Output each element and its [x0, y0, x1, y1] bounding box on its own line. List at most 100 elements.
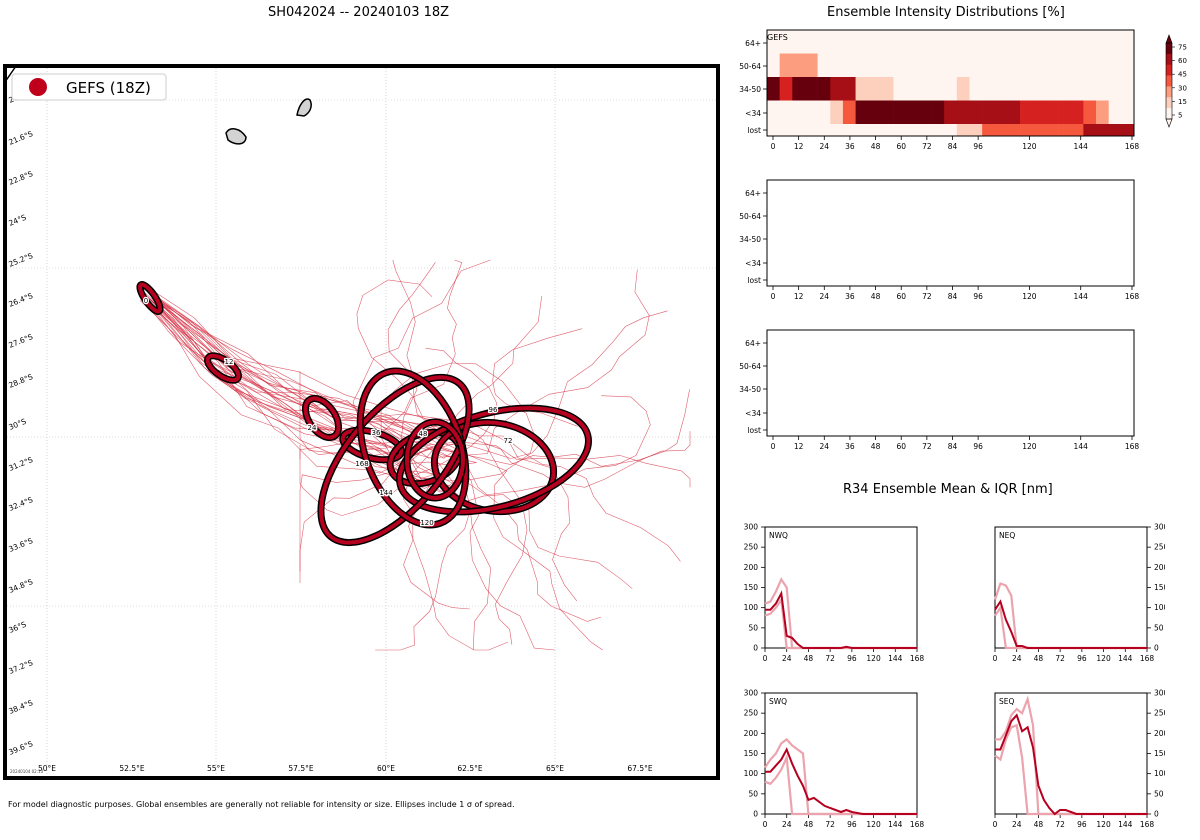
heatmap-cell [931, 100, 945, 124]
heatmap-cell [1096, 77, 1109, 101]
x-tick-label: 36 [845, 142, 855, 151]
heatmap-cell [1020, 124, 1034, 136]
x-tick-label: 96 [1077, 654, 1087, 662]
y-tick-label: 250 [744, 709, 759, 718]
heatmap-cell [830, 100, 844, 124]
intensity-heatmap-empty-2: 0 12 24 36 48 60 72 84 96 120 144 168 64+ 50-64 34-50 <… [739, 329, 1139, 451]
heatmap-cell [1121, 30, 1135, 54]
heatmap-cell [931, 124, 945, 136]
x-tick-label: 120 [866, 820, 881, 828]
lon-label: 62.5°E [457, 764, 482, 773]
spread-ellipse [396, 404, 592, 516]
heatmap-cell [804, 53, 818, 77]
spread-ellipse [136, 281, 164, 315]
heatmap-cell [1045, 30, 1059, 54]
heatmap-cell [1083, 77, 1097, 101]
ellipse-hour-label: 96 [489, 406, 498, 414]
x-tick-label: 36 [845, 442, 855, 451]
r34-frame [994, 526, 1148, 649]
r34-panel-seq: 0 50 100 150 200 250 300 0 24 48 72 96 120 144 168 SEQ [993, 689, 1165, 829]
heatmap-cell [994, 53, 1008, 77]
heatmap-cell [918, 100, 932, 124]
heatmap-cell [1058, 100, 1072, 124]
y-tick-label: lost [747, 426, 761, 435]
heatmap-cell [779, 100, 793, 124]
y-tick-label: 250 [744, 543, 759, 552]
spread-ellipse [403, 418, 467, 502]
r34-mean-line [765, 590, 917, 649]
heatmap-cell [1007, 77, 1021, 101]
colorbar-segment [1166, 53, 1172, 66]
heatmap-cell [1007, 100, 1021, 124]
x-tick-label: 72 [825, 654, 835, 662]
heatmap-cell [1083, 100, 1097, 124]
heatmap-cell [918, 124, 932, 136]
x-tick-label: 120 [1022, 292, 1037, 301]
y-tick-label: 200 [744, 563, 759, 572]
spread-ellipses: 0 12 24 36 48 72 96 120 144 168 [136, 281, 592, 547]
heatmap-cell [817, 100, 831, 124]
heatmap-cell [1070, 53, 1084, 77]
heatmap-cell [1045, 77, 1059, 101]
map-timestamp: 20240104 02:13 [10, 769, 44, 774]
x-tick-label: 168 [910, 820, 925, 828]
x-tick-label: 144 [1118, 820, 1133, 828]
heatmap-cell [982, 124, 996, 136]
heatmap-cell [969, 30, 983, 54]
colorbar-tick-label: 75 [1178, 44, 1187, 52]
coastline-madagascar [4, 65, 17, 83]
r34-panel-swq: 0 50 100 150 200 250 300 0 24 48 72 96 120 144 168 SWQ [744, 689, 925, 829]
y-tick-label: 300 [744, 689, 759, 698]
lon-label: 65°E [546, 764, 564, 773]
heatmap-cell [804, 124, 818, 136]
ensemble-track [143, 293, 420, 572]
y-tick-label: 64+ [745, 339, 761, 348]
y-tick-label: 0 [753, 644, 758, 653]
x-tick-label: 96 [1077, 820, 1087, 828]
heatmap-cell [956, 53, 970, 77]
x-tick-label: 120 [866, 654, 881, 662]
heatmap-cell [982, 30, 996, 54]
heatmap-cell [842, 124, 856, 136]
ellipse-hour-label: 0 [144, 297, 148, 305]
x-tick-label: 24 [782, 654, 792, 662]
heatmap-cell [1096, 100, 1109, 124]
x-tick-label: 120 [1096, 820, 1111, 828]
x-tick-label: 0 [771, 442, 776, 451]
heatmap-cell [868, 77, 882, 101]
spread-ellipse [356, 367, 470, 529]
heatmap-cell [1045, 53, 1059, 77]
heatmap-cell [804, 77, 818, 101]
ellipse-hour-label: 36 [372, 429, 381, 437]
ensemble-track [146, 279, 437, 430]
heatmap-cell [855, 100, 869, 124]
y-tick-label: lost [747, 276, 761, 285]
x-tick-label: 0 [771, 142, 776, 151]
heatmap-panel-label: GEFS [767, 33, 788, 42]
heatmap-cell [830, 77, 844, 101]
heatmap-cell [830, 124, 844, 136]
ensemble-track [141, 259, 463, 435]
x-tick-label: 48 [871, 292, 881, 301]
heatmap-cell [1096, 30, 1109, 54]
heatmap-cell [906, 53, 920, 77]
spread-ellipse [204, 352, 242, 384]
heatmap-cell [779, 30, 793, 54]
x-tick-label: 144 [1074, 442, 1089, 451]
ensemble-track [147, 296, 436, 516]
heatmap-cell [1108, 77, 1122, 101]
heatmap-cell [1032, 100, 1046, 124]
y-tick-label: 200 [1154, 729, 1165, 738]
ensemble-track [146, 298, 528, 645]
x-tick-label: 24 [820, 292, 830, 301]
ensemble-track [152, 294, 477, 583]
colorbar-segment [1166, 64, 1172, 76]
heatmap-cell [1020, 100, 1034, 124]
heatmap-cell [1083, 53, 1097, 77]
y-tick-label: 150 [744, 749, 759, 758]
longitude-labels: 50°E 52.5°E 55°E 57.5°E 60°E 62.5°E 65°E 67.5°E [38, 764, 653, 773]
map-title: SH042024 -- 20240103 18Z [268, 5, 450, 20]
heatmap-cell [792, 53, 806, 77]
y-tick-label: 100 [1154, 603, 1165, 612]
heatmap-cell [1121, 53, 1135, 77]
